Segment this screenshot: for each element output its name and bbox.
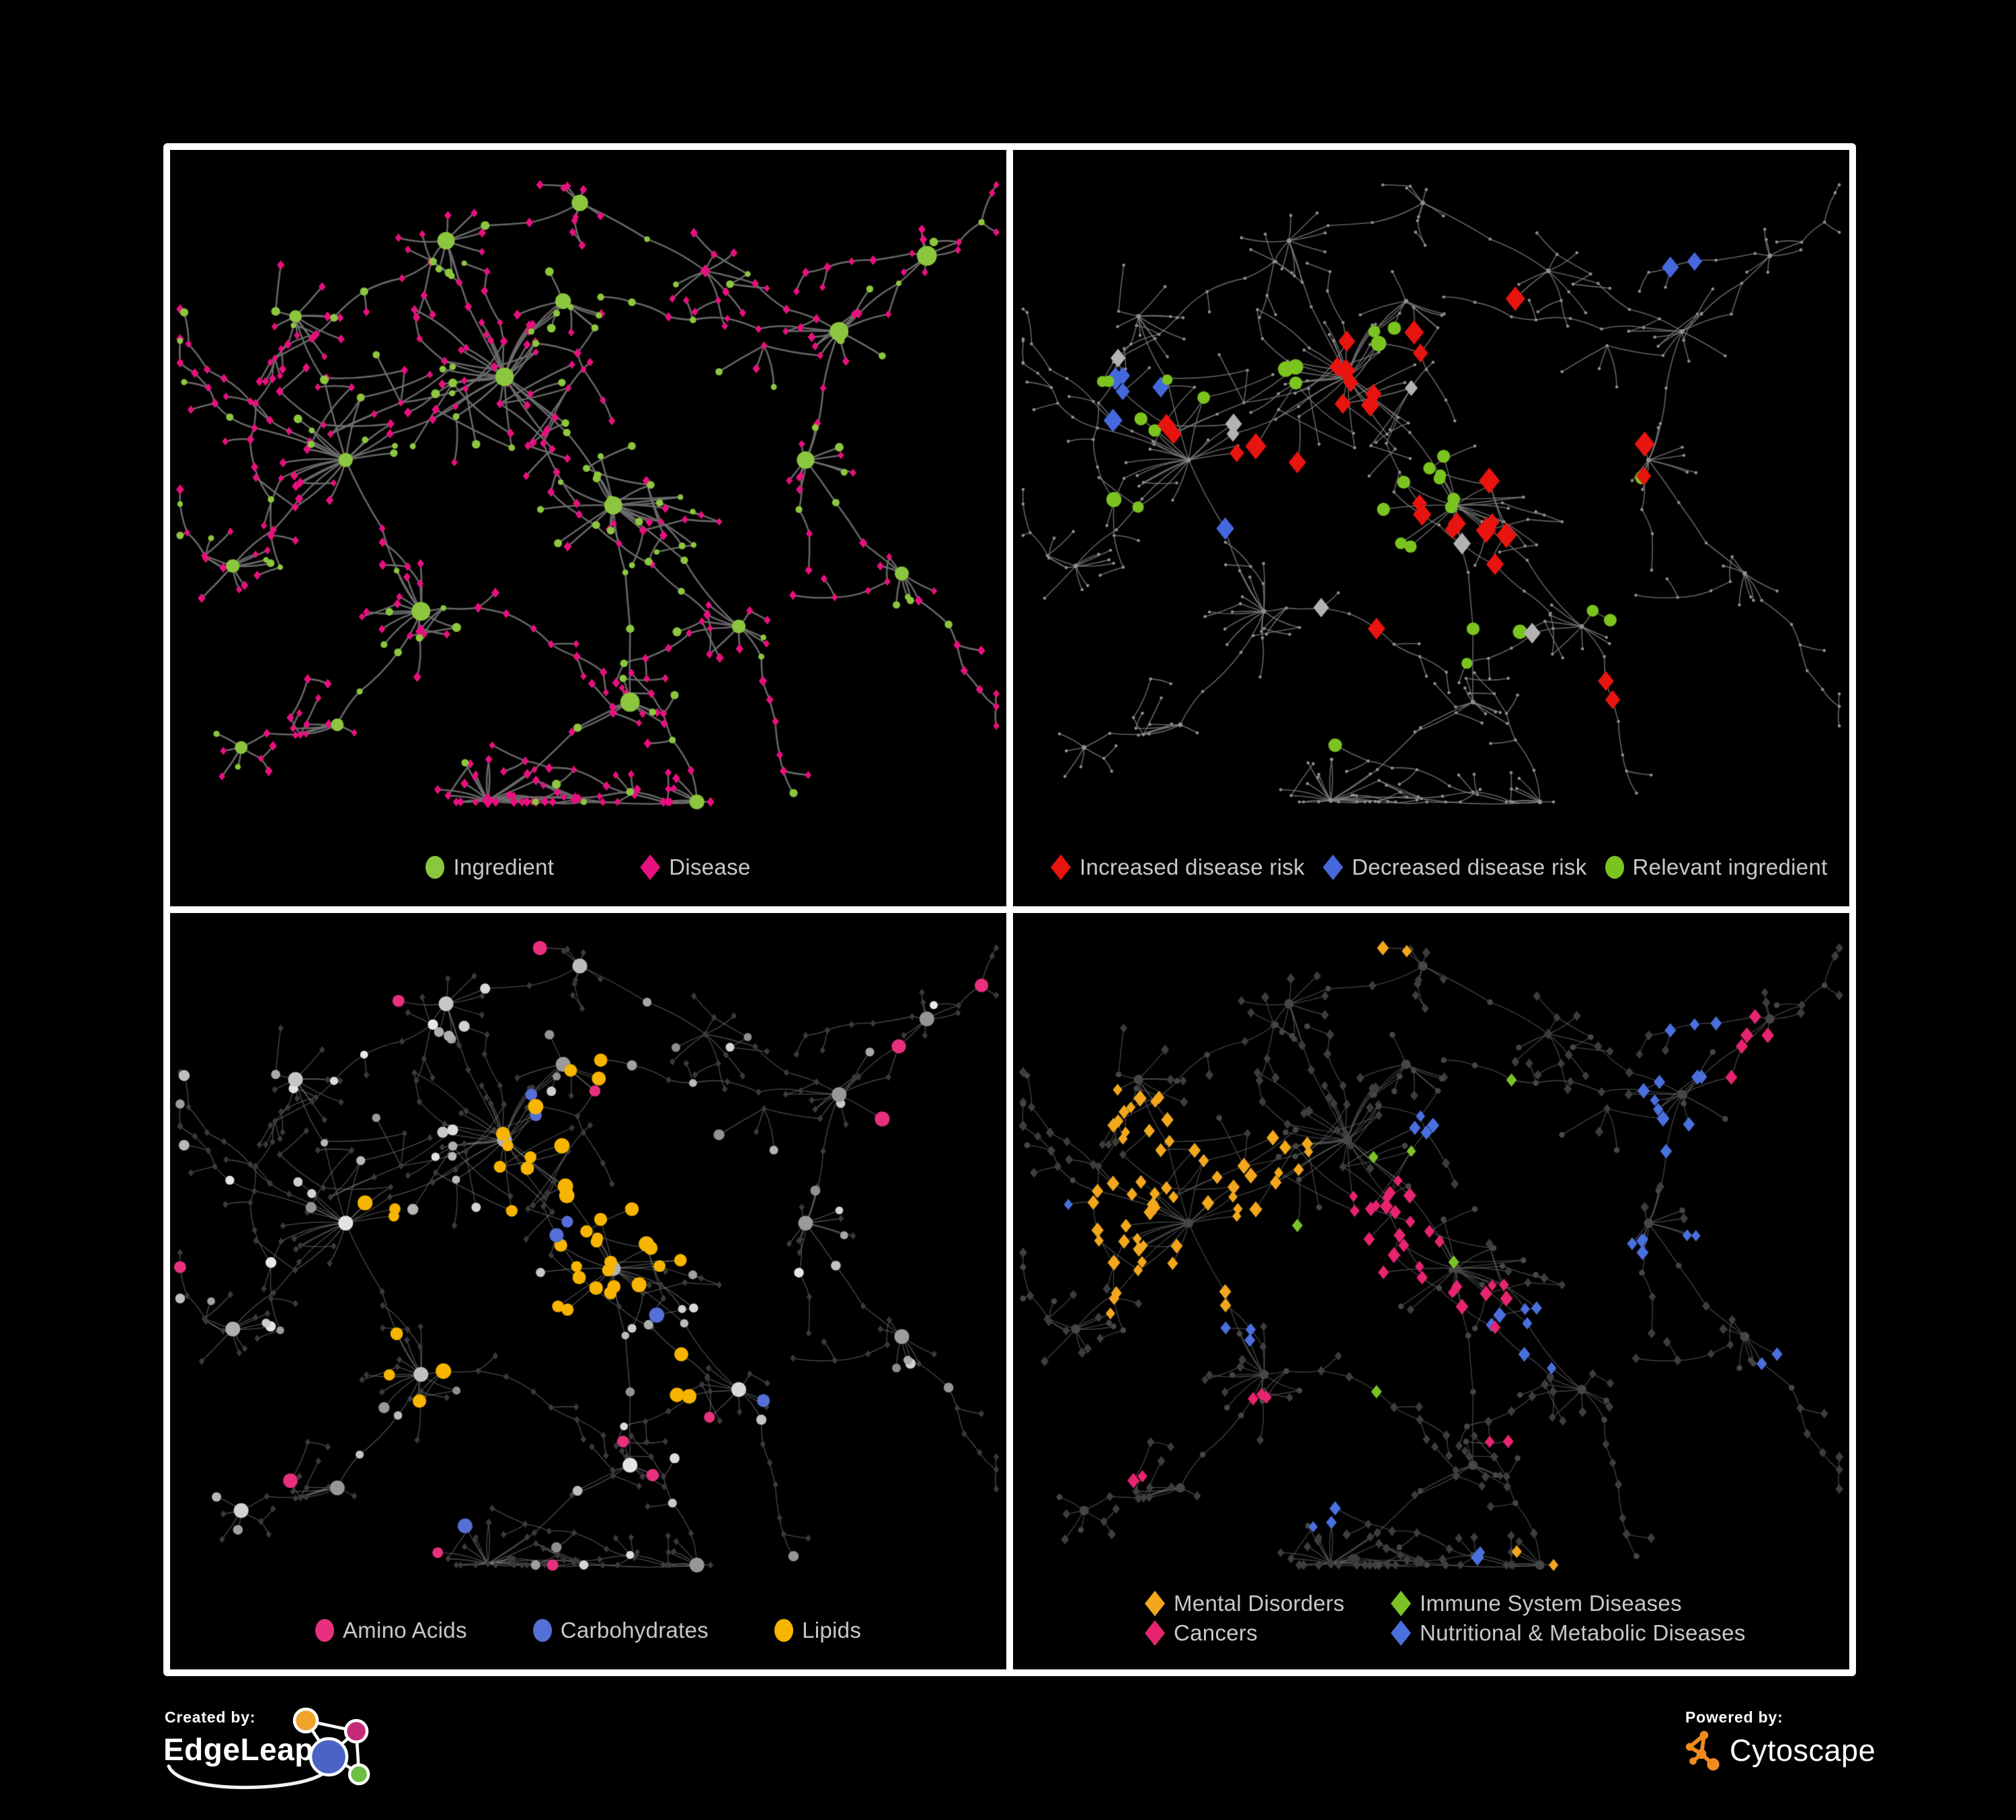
nutritional-metabolic-swatch-icon xyxy=(1391,1620,1411,1646)
legend-item: Disease xyxy=(640,855,750,880)
amino-acids-swatch-icon xyxy=(315,1619,334,1642)
legend-label: Ingredient xyxy=(453,855,555,879)
panel-disease-categories: Mental Disorders Immune System Diseases … xyxy=(1013,913,1849,1669)
legend-disease-categories: Mental Disorders Immune System Diseases … xyxy=(1145,1591,1746,1646)
disease-swatch-icon xyxy=(640,855,661,880)
legend-item: Decreased disease risk xyxy=(1322,855,1587,880)
legend-item: Amino Acids xyxy=(315,1618,467,1643)
network-view-risk xyxy=(1013,150,1849,906)
network-view-ingredient-categories xyxy=(170,913,1006,1669)
legend-item: Mental Disorders xyxy=(1145,1591,1391,1616)
cancers-swatch-icon xyxy=(1145,1620,1165,1646)
relevant-ingredient-swatch-icon xyxy=(1605,856,1624,879)
legend-risk: Increased disease risk Decreased disease… xyxy=(1051,850,1828,884)
lipids-swatch-icon xyxy=(774,1619,794,1642)
powered-by-label: Powered by: xyxy=(1685,1708,1783,1726)
legend-item: Lipids xyxy=(774,1618,861,1643)
legend-overview: Ingredient Disease xyxy=(170,850,1006,884)
legend-label: Disease xyxy=(669,855,751,879)
legend-label: Carbohydrates xyxy=(560,1618,709,1643)
ingredient-swatch-icon xyxy=(426,856,445,879)
legend-label: Increased disease risk xyxy=(1080,855,1305,879)
decreased-risk-swatch-icon xyxy=(1322,855,1343,880)
legend-label: Mental Disorders xyxy=(1174,1591,1345,1616)
network-view-disease-categories xyxy=(1013,913,1849,1669)
legend-item: Immune System Diseases xyxy=(1391,1591,1746,1616)
legend-item: Cancers xyxy=(1145,1620,1391,1646)
cytoscape-wordmark: Cytoscape xyxy=(1730,1733,1876,1768)
network-view-overview xyxy=(170,150,1006,906)
panel-disease-risk: Increased disease risk Decreased disease… xyxy=(1013,150,1849,906)
legend-ingredient-categories: Amino Acids Carbohydrates Lipids xyxy=(170,1614,1006,1647)
cytoscape-branding: Powered by: Cytoscape xyxy=(1684,1708,1993,1796)
legend-label: Decreased disease risk xyxy=(1351,855,1587,879)
cytoscape-logo-row: Cytoscape xyxy=(1684,1729,1993,1772)
created-by-label: Created by: xyxy=(165,1708,256,1726)
legend-item: Relevant ingredient xyxy=(1605,855,1828,880)
carbohydrates-swatch-icon xyxy=(532,1619,552,1642)
legend-item: Increased disease risk xyxy=(1051,855,1305,880)
legend-label: Cancers xyxy=(1174,1620,1258,1645)
legend-item: Ingredient xyxy=(426,855,554,880)
panel-ingredient-disease: Ingredient Disease xyxy=(170,150,1006,906)
legend-label: Nutritional & Metabolic Diseases xyxy=(1420,1620,1746,1645)
panel-grid-frame: Ingredient Disease Increased disease ris… xyxy=(163,143,1856,1676)
increased-risk-swatch-icon xyxy=(1051,855,1071,880)
mental-disorders-swatch-icon xyxy=(1145,1591,1165,1616)
legend-label: Lipids xyxy=(802,1618,862,1643)
legend-label: Immune System Diseases xyxy=(1420,1591,1682,1616)
immune-system-swatch-icon xyxy=(1391,1591,1411,1616)
cytoscape-logo-icon xyxy=(1685,1731,1720,1771)
edgeleap-wordmark: EdgeLeap xyxy=(163,1732,314,1767)
edgeleap-logo-icon xyxy=(167,1707,370,1789)
edgeleap-branding: Created by: EdgeLeap xyxy=(163,1707,567,1809)
legend-label: Amino Acids xyxy=(342,1618,467,1643)
legend-label: Relevant ingredient xyxy=(1632,855,1828,879)
legend-item: Carbohydrates xyxy=(532,1618,709,1643)
panel-ingredient-categories: Amino Acids Carbohydrates Lipids xyxy=(170,913,1006,1669)
legend-item: Nutritional & Metabolic Diseases xyxy=(1391,1620,1746,1646)
